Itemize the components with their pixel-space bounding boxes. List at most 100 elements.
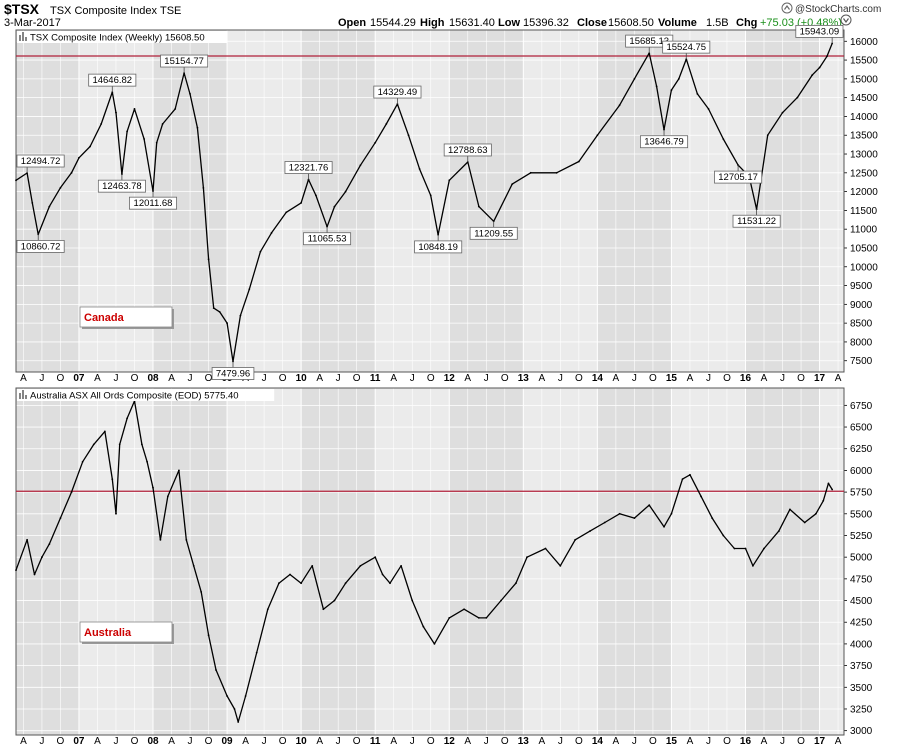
asx-data-point bbox=[633, 517, 636, 520]
asx-data-point bbox=[244, 695, 247, 697]
tsx-annotation-box bbox=[303, 232, 352, 246]
asx-ytick-label: 5750 bbox=[850, 488, 873, 499]
asx-xtick-label: J bbox=[188, 736, 193, 747]
asx-xtick-label: O bbox=[723, 736, 731, 747]
tsx-ytick-label: 14000 bbox=[850, 112, 878, 123]
asx-xtick-label: 09 bbox=[222, 736, 234, 747]
tsx-annotation-box bbox=[714, 170, 763, 184]
asx-xtick-label: J bbox=[780, 736, 785, 747]
asx-data-point bbox=[803, 521, 806, 524]
bar-chart-icon bbox=[19, 32, 27, 41]
asx-ytick-label: 4000 bbox=[850, 639, 873, 650]
tsx-xtick-label: 10 bbox=[296, 373, 308, 384]
tsx-annotation-label: 12463.78 bbox=[102, 181, 142, 192]
tsx-annotation-label: 11531.22 bbox=[737, 216, 776, 227]
tsx-annotation-label: 14646.82 bbox=[92, 75, 132, 86]
tsx-data-point bbox=[212, 307, 215, 310]
asx-ytick-label: 5500 bbox=[850, 509, 873, 520]
asx-data-point bbox=[141, 443, 143, 446]
tsx-annotation-label: 12011.68 bbox=[134, 198, 173, 209]
asx-data-point bbox=[200, 590, 203, 593]
asx-xtick-label: J bbox=[113, 736, 118, 747]
tsx-data-point bbox=[618, 104, 621, 107]
tsx-annotation-label: 15685.13 bbox=[629, 36, 669, 47]
tsx-data-point bbox=[826, 55, 828, 58]
asx-xtick-label: J bbox=[558, 736, 563, 747]
tsx-data-point bbox=[655, 85, 658, 88]
tsx-title-bg bbox=[17, 31, 228, 43]
tsx-annotation-box bbox=[469, 226, 518, 240]
tsx-data-point bbox=[48, 205, 51, 208]
tsx-annotation-label: 13646.79 bbox=[644, 137, 684, 148]
asx-data-point bbox=[322, 608, 325, 611]
tsx-xtick-label: O bbox=[649, 373, 657, 384]
chg-label: Chg bbox=[736, 17, 757, 29]
tsx-data-point bbox=[189, 92, 191, 95]
tsx-data-point bbox=[155, 141, 158, 144]
asx-year-band bbox=[16, 388, 79, 735]
tsx-xtick-label: A bbox=[20, 373, 27, 384]
tsx-xtick-label: O bbox=[501, 373, 509, 384]
asx-xtick-label: 15 bbox=[666, 736, 678, 747]
tsx-xtick-label: 07 bbox=[73, 373, 85, 384]
tsx-data-point bbox=[333, 205, 336, 208]
asx-data-point bbox=[722, 534, 725, 537]
asx-xtick-label: J bbox=[706, 736, 711, 747]
asx-data-point bbox=[26, 538, 29, 541]
asx-xtick-label: J bbox=[262, 736, 267, 747]
tsx-data-point bbox=[596, 134, 599, 137]
asx-data-point bbox=[178, 469, 180, 472]
open-value: 15544.29 bbox=[370, 17, 416, 29]
asx-xtick-label: A bbox=[316, 736, 323, 747]
tsx-data-point bbox=[781, 111, 784, 114]
asx-data-point bbox=[111, 478, 114, 480]
header-down-arrow-icon[interactable] bbox=[840, 14, 852, 26]
tsx-xtick-label: J bbox=[558, 373, 563, 384]
volume-value: 1.5B bbox=[706, 17, 729, 29]
asx-data-point bbox=[663, 525, 665, 528]
asx-xtick-label: 16 bbox=[740, 736, 752, 747]
asx-panel-title: Australia ASX All Ords Composite (EOD) 5… bbox=[30, 391, 239, 402]
tsx-xtick-label: A bbox=[687, 373, 694, 384]
asx-xtick-label: A bbox=[687, 736, 694, 747]
asx-data-point bbox=[763, 547, 765, 550]
tsx-xtick-label: A bbox=[538, 373, 545, 384]
tsx-plot-border bbox=[15, 29, 845, 373]
asx-data-point bbox=[115, 512, 117, 515]
tsx-annotation-box bbox=[160, 54, 209, 68]
asx-xtick-label: A bbox=[835, 736, 842, 747]
tsx-ytick-label: 13000 bbox=[850, 150, 878, 161]
tsx-xtick-label: 11 bbox=[370, 373, 381, 384]
asx-xtick-label: O bbox=[501, 736, 509, 747]
tsx-data-point bbox=[133, 108, 136, 110]
asx-xtick-label: A bbox=[20, 736, 27, 747]
tsx-xtick-label: J bbox=[632, 373, 637, 384]
tsx-data-point bbox=[344, 190, 347, 193]
tsx-annotation-box bbox=[662, 40, 711, 54]
chart-panels: 7500800085009000950010000105001100011500… bbox=[15, 25, 878, 747]
asx-country-label: Australia bbox=[84, 627, 132, 639]
asx-xtick-label: A bbox=[761, 736, 768, 747]
tsx-ytick-label: 13500 bbox=[850, 131, 878, 142]
asx-ytick-label: 6500 bbox=[850, 423, 873, 434]
asx-xtick-label: A bbox=[168, 736, 175, 747]
tsx-data-point bbox=[300, 201, 303, 204]
asx-xtick-label: O bbox=[797, 736, 805, 747]
asx-ytick-label: 3250 bbox=[850, 704, 873, 715]
tsx-xtick-label: J bbox=[113, 373, 118, 384]
tsx-xtick-label: O bbox=[723, 373, 731, 384]
asx-title-bg bbox=[17, 389, 275, 401]
header-date: 3-Mar-2017 bbox=[4, 17, 61, 29]
asx-ytick-label: 6750 bbox=[850, 401, 873, 412]
tsx-annotation-label: 15524.75 bbox=[666, 42, 706, 53]
header-symbol: $TSX bbox=[4, 1, 40, 17]
asx-xtick-label: 12 bbox=[444, 736, 456, 747]
tsx-data-point bbox=[315, 194, 317, 197]
low-label: Low bbox=[498, 17, 520, 29]
tsx-data-point bbox=[270, 232, 273, 234]
asx-xtick-label: O bbox=[427, 736, 435, 747]
tsx-annotation-box bbox=[414, 240, 463, 254]
asx-data-point bbox=[185, 538, 188, 541]
tsx-xtick-label: 15 bbox=[666, 373, 678, 384]
asx-xtick-label: 10 bbox=[296, 736, 308, 747]
